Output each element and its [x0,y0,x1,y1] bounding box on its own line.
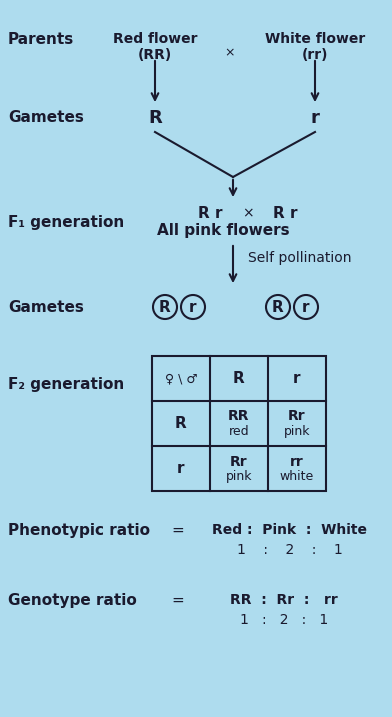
Bar [152,356,326,491]
Text: Gametes: Gametes [8,110,84,125]
Text: R: R [159,300,171,315]
Text: Phenotypic ratio: Phenotypic ratio [8,523,150,538]
Text: RR: RR [228,409,250,424]
Text: F₁ generation: F₁ generation [8,214,124,229]
Text: pink: pink [284,425,310,438]
Text: r: r [177,461,185,476]
Text: (rr): (rr) [302,48,328,62]
Text: r: r [189,300,197,315]
Text: ♀ \ ♂: ♀ \ ♂ [165,372,197,385]
Text: Red :  Pink  :  White: Red : Pink : White [212,523,367,537]
Text: F₂ generation: F₂ generation [8,377,124,392]
Text: R: R [175,416,187,431]
Text: 1   :   2   :   1: 1 : 2 : 1 [240,613,328,627]
Text: ×: × [225,46,235,59]
Text: All pink flowers: All pink flowers [157,222,289,237]
Text: r: r [293,371,301,386]
Text: rr: rr [290,455,304,468]
Text: white: white [280,470,314,483]
Text: Rr: Rr [288,409,306,424]
Text: Rr: Rr [230,455,248,468]
Text: 1    :    2    :    1: 1 : 2 : 1 [237,543,343,557]
Text: ×: × [242,206,254,220]
Text: R: R [233,371,245,386]
Text: (RR): (RR) [138,48,172,62]
Text: R r: R r [198,206,222,221]
Text: R: R [272,300,284,315]
Text: RR  :  Rr  :   rr: RR : Rr : rr [230,593,338,607]
Text: Self pollination: Self pollination [248,251,352,265]
Text: Gametes: Gametes [8,300,84,315]
Text: =: = [172,523,184,538]
Text: Parents: Parents [8,32,74,47]
Text: red: red [229,425,249,438]
Text: r: r [302,300,310,315]
Text: Genotype ratio: Genotype ratio [8,592,137,607]
Text: Red flower: Red flower [113,32,197,46]
Text: =: = [172,592,184,607]
Text: R: R [148,109,162,127]
Text: pink: pink [226,470,252,483]
Text: R r: R r [273,206,297,221]
Text: r: r [310,109,319,127]
Text: White flower: White flower [265,32,365,46]
